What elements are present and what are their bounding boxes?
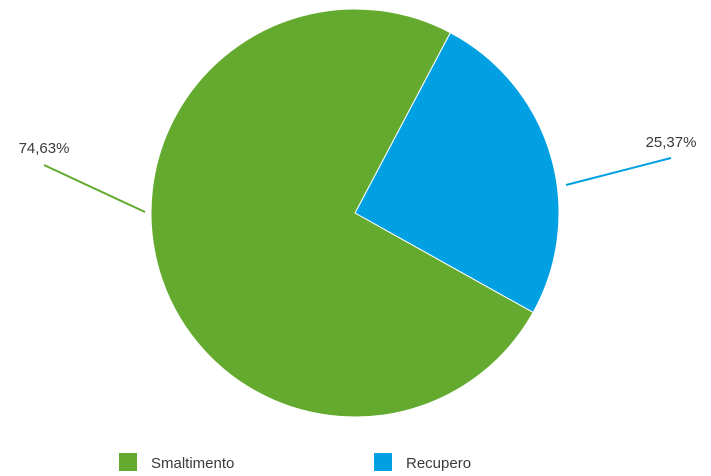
data-label-smaltimento: 74,63% <box>19 140 70 157</box>
legend-item-smaltimento: Smaltimento <box>119 453 234 472</box>
data-label-recupero: 25,37% <box>646 134 697 151</box>
leader-lines <box>43 157 672 213</box>
leader-line-smaltimento <box>43 164 146 213</box>
legend-label-smaltimento: Smaltimento <box>151 455 234 472</box>
legend-swatch-recupero <box>374 453 392 471</box>
data-labels: 25,37% 74,63% <box>19 134 697 157</box>
legend-item-recupero: Recupero <box>374 453 471 472</box>
pie-slices <box>150 8 560 418</box>
pie-slice-smaltimento <box>150 8 534 418</box>
legend-label-recupero: Recupero <box>406 455 471 472</box>
legend-swatch-smaltimento <box>119 453 137 471</box>
legend: Smaltimento Recupero <box>119 453 471 472</box>
pie-slice-recupero <box>354 31 560 314</box>
leader-line-recupero <box>565 157 672 186</box>
